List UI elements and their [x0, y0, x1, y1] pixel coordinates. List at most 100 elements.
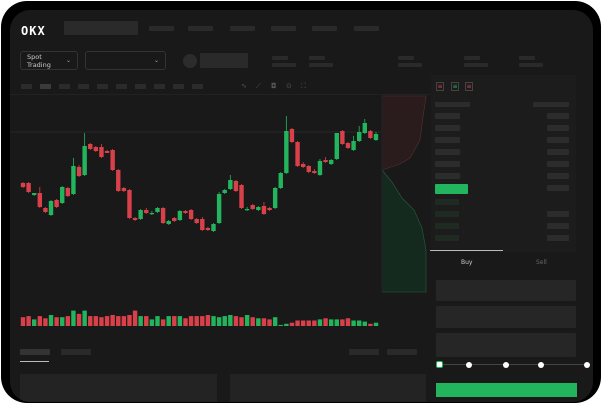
nav-item[interactable]	[354, 26, 379, 31]
depth-bids-area	[381, 169, 427, 293]
stat-label	[309, 56, 325, 60]
volume-bar	[127, 315, 132, 326]
volume-bar	[312, 320, 317, 326]
price-input[interactable]	[436, 280, 576, 301]
candle-body	[132, 218, 138, 220]
nav-item[interactable]	[230, 26, 255, 31]
bid-price	[435, 235, 459, 241]
volume-bar	[211, 316, 216, 326]
camera-icon[interactable]: ◘	[271, 82, 277, 90]
candle-body	[26, 183, 31, 192]
candle-body	[82, 146, 87, 175]
candlestick-chart[interactable]	[10, 10, 430, 340]
candle-body	[65, 188, 71, 196]
candle-body	[373, 134, 379, 140]
volume-bar	[239, 317, 244, 326]
volume-bar	[104, 316, 110, 326]
amount-slider-track[interactable]	[440, 364, 588, 365]
pair-price	[200, 53, 248, 68]
nav-item[interactable]	[149, 26, 174, 31]
fullscreen-icon[interactable]: ⛶	[301, 82, 306, 90]
volume-bar	[160, 319, 166, 326]
volume-bar	[362, 321, 367, 326]
candle-body	[54, 200, 59, 207]
timeframe-button[interactable]	[116, 84, 127, 89]
timeframe-button[interactable]	[192, 84, 203, 89]
chevron-down-icon: ⌄	[153, 57, 159, 64]
indicator-icon[interactable]: ∿	[241, 82, 247, 90]
candle-body	[211, 224, 216, 231]
nav-item[interactable]	[188, 26, 213, 31]
ask-price	[435, 161, 460, 167]
timeframe-button[interactable]	[173, 84, 184, 89]
nav-item[interactable]	[271, 26, 296, 31]
buy-button[interactable]	[436, 383, 577, 397]
ask-amount	[547, 173, 569, 179]
volume-bar	[48, 315, 54, 326]
slider-mark-25[interactable]	[466, 362, 472, 368]
volume-bar	[317, 319, 323, 326]
ask-amount	[547, 161, 569, 167]
volume-bar	[43, 318, 48, 326]
candle-body	[228, 180, 233, 189]
tab-order-history[interactable]	[61, 349, 91, 355]
pair-select[interactable]: ⌄	[85, 51, 166, 70]
volume-bar	[88, 316, 93, 326]
slider-mark-75[interactable]	[538, 362, 544, 368]
filter-button[interactable]	[387, 349, 417, 355]
slider-mark-100[interactable]	[584, 362, 590, 368]
volume-bar	[222, 316, 227, 326]
candle-body	[368, 131, 373, 138]
market-select[interactable]: Spot Trading ⌄	[20, 51, 78, 70]
timeframe-button[interactable]	[78, 84, 89, 89]
candle-body	[272, 188, 278, 208]
assets-panel	[230, 374, 426, 402]
timeframe-button[interactable]	[135, 84, 146, 89]
candle-body	[76, 167, 82, 176]
timeframe-button[interactable]	[154, 84, 165, 89]
volume-bar	[345, 318, 351, 326]
amount-input[interactable]	[436, 306, 576, 328]
volume-bar	[278, 324, 283, 326]
volume-bar	[244, 315, 250, 326]
stat-value	[398, 63, 422, 67]
volume-bar	[250, 317, 255, 326]
draw-icon[interactable]: ⟋	[256, 82, 261, 90]
candle-body	[300, 164, 306, 167]
timeframe-button[interactable]	[59, 84, 70, 89]
timeframe-button[interactable]	[97, 84, 108, 89]
candle-body	[216, 194, 222, 223]
orderbook-asks-icon[interactable]: ≡	[465, 82, 473, 91]
ask-amount	[547, 185, 569, 191]
volume-bar	[351, 320, 356, 326]
volume-bar	[149, 319, 155, 326]
volume-bar	[37, 316, 43, 326]
tab-sell[interactable]: Sell	[536, 259, 547, 266]
search-bar[interactable]	[64, 21, 138, 35]
timeframe-button[interactable]	[21, 84, 32, 89]
tab-buy[interactable]: Buy	[461, 259, 473, 266]
volume-bar	[306, 320, 311, 326]
orderbook-bids-icon[interactable]: ≡	[451, 82, 459, 91]
orderbook-both-icon[interactable]: ≡	[436, 82, 444, 91]
timeframe-button[interactable]	[40, 84, 51, 89]
volume-bar	[183, 318, 188, 326]
candle-body	[20, 183, 26, 187]
volume-bar	[368, 323, 373, 326]
nav-item[interactable]	[312, 26, 337, 31]
candle-body	[222, 190, 227, 193]
tab-open-orders[interactable]	[20, 349, 50, 355]
filter-button[interactable]	[349, 349, 379, 355]
ask-price	[435, 113, 460, 119]
volume-bar	[71, 310, 76, 326]
settings-icon[interactable]: ⊙	[286, 82, 292, 90]
volume-bar	[99, 317, 104, 326]
candle-body	[160, 208, 166, 223]
candle-body	[172, 218, 177, 221]
total-input[interactable]	[436, 333, 576, 357]
slider-mark-50[interactable]	[503, 362, 509, 368]
volume-bar	[138, 316, 143, 326]
amount-slider-handle[interactable]	[436, 361, 443, 368]
volume-bar	[272, 317, 278, 326]
volume-bar	[188, 316, 194, 326]
